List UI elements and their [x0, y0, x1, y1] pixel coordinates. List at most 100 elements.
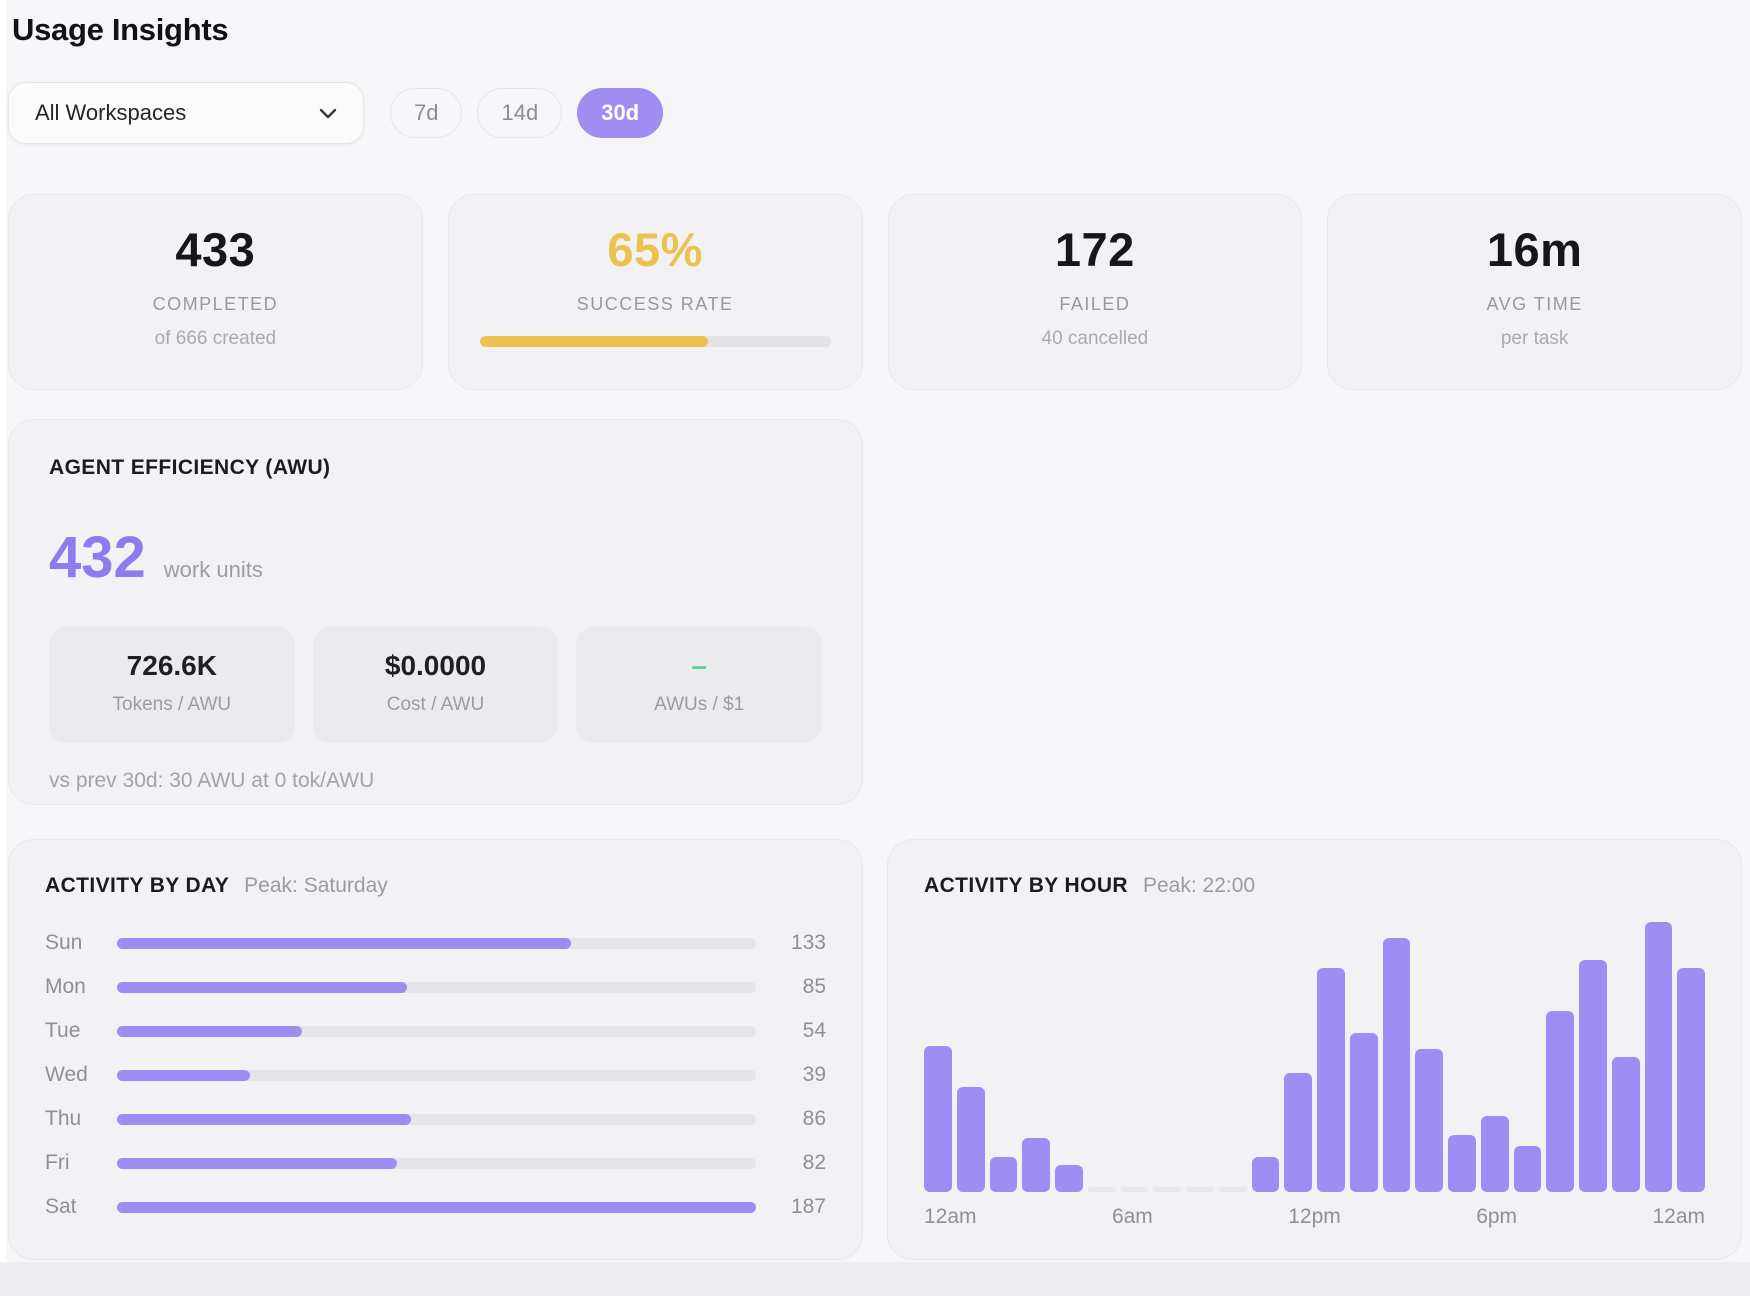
hour-bar-h14 — [1382, 938, 1411, 1192]
hour-axis-label-0: 12am — [924, 1205, 977, 1228]
day-bar-track-wed — [117, 1069, 756, 1081]
stat-label-failed: FAILED — [1059, 294, 1131, 314]
hour-bar-h0 — [924, 1046, 952, 1192]
stat-sub-avg-time: per task — [1500, 328, 1569, 349]
day-bar-fill-tue — [117, 1025, 302, 1037]
range-pill-14d[interactable]: 14d — [477, 88, 563, 138]
agent-efficiency-value-row: 432 work units — [49, 524, 822, 591]
hour-bar-h23 — [1677, 968, 1705, 1192]
metric-label-cost-awu: Cost / AWU — [386, 694, 485, 715]
hour-bar-h21 — [1611, 1057, 1640, 1192]
stat-cards-row: 433 COMPLETED of 666 created 65% SUCCESS RAT… — [8, 194, 1742, 390]
stat-value-success-rate: 65% — [607, 223, 703, 276]
efficiency-metrics: 726.6K Tokens / AWU $0.0000 Cost / AWU – AWUs… — [49, 627, 822, 743]
workspace-select-value: All Workspaces — [35, 100, 187, 125]
day-value-mon: 85 — [802, 975, 826, 998]
day-value-wed: 39 — [802, 1063, 826, 1086]
page-left-gutter — [0, 0, 6, 1262]
hour-bar-h4 — [1055, 1165, 1083, 1192]
hour-bar-h8 — [1186, 1187, 1214, 1192]
day-value-fri: 82 — [802, 1151, 826, 1174]
day-bar-track-mon — [117, 981, 756, 993]
metric-label-tokens-awu: Tokens / AWU — [112, 694, 232, 715]
activity-by-day-peak: Peak: Saturday — [244, 874, 388, 897]
hour-axis-label-2: 12pm — [1288, 1205, 1341, 1228]
day-label-sat: Sat — [45, 1195, 77, 1218]
agent-efficiency-card: AGENT EFFICIENCY (AWU) 432 work units 72… — [8, 419, 863, 805]
day-row-mon: Mon 85 — [45, 965, 826, 1009]
day-bar-fill-sat — [117, 1201, 756, 1213]
day-bar-track-fri — [117, 1157, 756, 1169]
hour-bar-h3 — [1022, 1138, 1050, 1192]
range-pill-7d[interactable]: 7d — [390, 88, 463, 138]
workspace-select[interactable]: All Workspaces — [8, 82, 364, 144]
stat-progress-track-success-rate — [479, 336, 831, 347]
day-bar-fill-fri — [117, 1157, 398, 1169]
day-label-sun: Sun — [45, 931, 83, 954]
stat-label-success-rate: SUCCESS RATE — [576, 294, 734, 314]
stat-label-completed: COMPLETED — [152, 294, 279, 314]
stat-sub-failed: 40 cancelled — [1041, 328, 1149, 349]
hour-bar-h22 — [1644, 922, 1673, 1192]
metric-value-cost-awu: $0.0000 — [384, 650, 487, 681]
metric-value-tokens-awu: 726.6K — [126, 650, 217, 681]
metric-value-awus-1: – — [691, 650, 707, 681]
hour-axis-label-1: 6am — [1111, 1205, 1153, 1228]
day-bar-fill-sun — [117, 937, 572, 949]
day-bar-fill-thu — [117, 1113, 411, 1125]
hour-bar-h5 — [1087, 1187, 1116, 1192]
day-row-sat: Sat 187 — [45, 1185, 826, 1229]
range-pills: 7d 14d 30d — [390, 88, 664, 138]
day-label-mon: Mon — [45, 975, 86, 998]
stat-card-completed: 433 COMPLETED of 666 created — [8, 194, 423, 390]
activity-by-hour-card: ACTIVITY BY HOUR Peak: 22:00 12am 6am 12pm… — [887, 839, 1742, 1260]
day-label-wed: Wed — [45, 1063, 88, 1086]
day-label-thu: Thu — [45, 1107, 82, 1130]
day-value-sun: 133 — [790, 931, 826, 954]
day-row-thu: Thu 86 — [45, 1097, 826, 1141]
stat-value-avg-time: 16m — [1486, 223, 1583, 276]
page-bottom-strip — [0, 1262, 1750, 1296]
hour-bar-h17 — [1480, 1116, 1509, 1192]
stat-value-completed: 433 — [175, 223, 256, 276]
range-pill-30d[interactable]: 30d — [577, 88, 664, 138]
hour-bar-h12 — [1317, 968, 1345, 1192]
day-bar-track-thu — [117, 1113, 756, 1125]
hour-bar-h16 — [1448, 1135, 1476, 1192]
hour-axis-label-4: 12am — [1652, 1205, 1705, 1228]
hour-bar-h20 — [1579, 960, 1607, 1192]
activity-by-day-title: ACTIVITY BY DAY — [45, 874, 230, 897]
activity-by-hour-header: ACTIVITY BY HOUR Peak: 22:00 — [924, 874, 1705, 898]
efficiency-comparison: vs prev 30d: 30 AWU at 0 tok/AWU — [49, 769, 375, 792]
hour-bar-h1 — [956, 1087, 985, 1192]
hour-bar-chart — [924, 920, 1705, 1192]
chevron-down-icon — [319, 108, 337, 118]
activity-by-hour-title: ACTIVITY BY HOUR — [924, 874, 1128, 897]
metric-cost-awu: $0.0000 Cost / AWU — [312, 627, 559, 743]
day-row-fri: Fri 82 — [45, 1141, 826, 1185]
metric-tokens-awu: 726.6K Tokens / AWU — [49, 627, 295, 743]
hour-axis-labels: 12am 6am 12pm 6pm 12am — [924, 1205, 1705, 1229]
hour-bar-h7 — [1153, 1187, 1181, 1192]
day-row-tue: Tue 54 — [45, 1009, 826, 1053]
day-label-fri: Fri — [45, 1151, 70, 1174]
stat-progress-fill-success-rate — [479, 336, 708, 347]
stat-label-avg-time: AVG TIME — [1486, 294, 1583, 314]
metric-label-awus-1: AWUs / $1 — [654, 694, 745, 715]
stat-card-success-rate: 65% SUCCESS RATE — [447, 194, 863, 390]
hour-axis-label-3: 6pm — [1476, 1205, 1518, 1228]
hour-bar-h18 — [1513, 1146, 1542, 1192]
hour-bar-h9 — [1218, 1187, 1247, 1192]
awu-unit-label: work units — [163, 557, 263, 582]
stat-card-avg-time: 16m AVG TIME per task — [1327, 194, 1742, 390]
hour-bar-h19 — [1546, 1011, 1574, 1192]
day-value-sat: 187 — [790, 1195, 826, 1218]
day-bar-track-sat — [117, 1201, 756, 1213]
activity-by-hour-peak: Peak: 22:00 — [1142, 874, 1256, 897]
stat-card-failed: 172 FAILED 40 cancelled — [887, 194, 1303, 390]
stat-value-failed: 172 — [1054, 223, 1135, 276]
day-bar-track-tue — [117, 1025, 756, 1037]
stat-sub-completed: of 666 created — [154, 328, 277, 349]
activity-by-day-card: ACTIVITY BY DAY Peak: Saturday Sun 133 Mon… — [8, 839, 863, 1260]
